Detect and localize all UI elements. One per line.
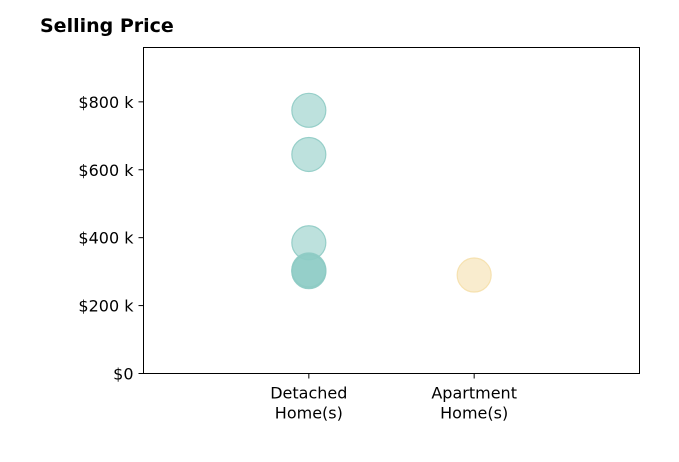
data-point	[291, 92, 327, 128]
x-tick-label-line1: Apartment	[431, 384, 517, 403]
y-tick-label: $200 k	[78, 297, 134, 316]
y-axis: $0 $200 k $400 k $600 k $800 k	[78, 93, 144, 384]
data-point	[456, 257, 492, 293]
x-tick-label-line2: Home(s)	[275, 404, 343, 423]
x-tick-label-line1: Detached	[270, 384, 347, 403]
data-point	[291, 136, 327, 173]
x-axis: Detached Home(s)Apartment Home(s)	[270, 373, 517, 423]
chart-title: Selling Price	[40, 15, 174, 37]
y-tick-label: $0	[113, 365, 133, 384]
x-tick-label-line2: Home(s)	[440, 404, 508, 423]
y-tick-label: $600 k	[78, 161, 134, 180]
points-layer	[291, 92, 492, 293]
plot-area-frame	[143, 47, 640, 374]
x-tick-label: Detached Home(s)	[270, 384, 347, 423]
x-tick-label: Apartment Home(s)	[431, 384, 517, 423]
y-tick-label: $800 k	[78, 93, 134, 112]
y-tick-label: $400 k	[78, 229, 134, 248]
data-point	[291, 253, 327, 289]
